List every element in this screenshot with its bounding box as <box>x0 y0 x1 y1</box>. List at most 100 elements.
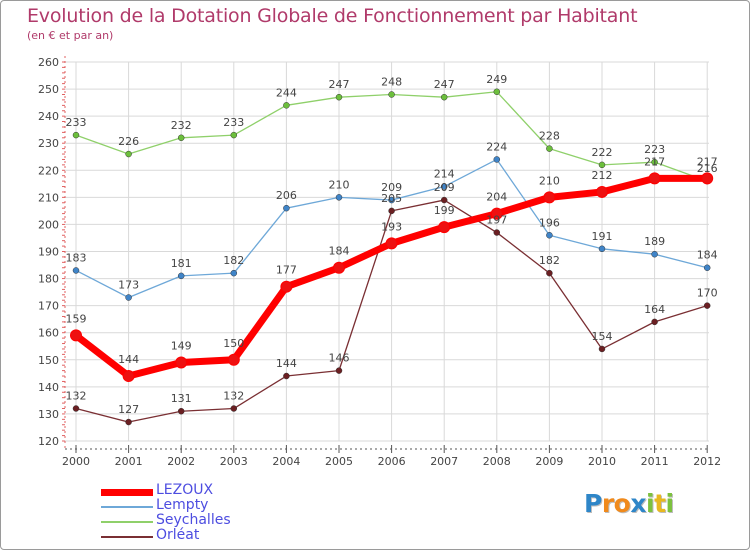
data-point <box>335 367 343 374</box>
data-label: 233 <box>223 116 244 129</box>
logo-letter: t <box>654 489 666 518</box>
data-label: 182 <box>539 254 560 267</box>
data-point <box>598 345 606 353</box>
data-label: 184 <box>329 245 350 258</box>
y-tick-label: 230 <box>38 137 59 150</box>
logo-letter: o <box>613 489 631 518</box>
data-point <box>440 183 448 190</box>
legend-swatch <box>101 521 153 523</box>
y-tick-label: 240 <box>38 110 59 123</box>
data-label: 127 <box>118 403 139 416</box>
data-point <box>125 418 132 426</box>
data-point <box>280 280 293 293</box>
data-label: 149 <box>171 339 192 352</box>
data-point <box>701 172 714 185</box>
data-label: 224 <box>486 140 507 153</box>
logo-letter: P <box>584 489 602 518</box>
data-point <box>598 245 606 253</box>
data-label: 196 <box>539 216 560 229</box>
data-point <box>125 150 132 158</box>
data-label: 206 <box>276 189 297 202</box>
data-label: 183 <box>66 251 87 264</box>
data-label: 233 <box>66 116 87 129</box>
data-point <box>70 329 82 342</box>
data-point <box>283 204 290 212</box>
data-point <box>175 356 188 369</box>
data-point <box>230 405 238 412</box>
data-point <box>72 267 80 274</box>
data-point <box>72 131 80 139</box>
data-label: 173 <box>118 279 139 292</box>
y-tick-label: 120 <box>38 435 59 448</box>
logo-letter: i <box>646 489 655 518</box>
data-label: 209 <box>381 181 402 194</box>
data-point <box>493 156 501 163</box>
data-labels-layer: 233 226 232 233 244 247 248 247 249 228 222 223 216 1… <box>66 73 718 416</box>
data-label: 210 <box>329 178 350 191</box>
data-label: 191 <box>592 230 613 243</box>
data-label: 146 <box>329 352 350 365</box>
legend-label: Lempty <box>156 497 209 513</box>
x-tick-label: 2002 <box>167 455 195 468</box>
data-label: 248 <box>381 75 402 88</box>
data-label: 132 <box>66 390 87 403</box>
data-label: 159 <box>66 312 87 325</box>
data-point <box>648 172 661 185</box>
y-tick-label: 210 <box>38 191 59 204</box>
x-tick-label: 2012 <box>693 455 721 468</box>
y-tick-label: 150 <box>38 354 59 367</box>
data-point <box>230 131 238 139</box>
data-label: 170 <box>697 287 718 300</box>
data-point <box>546 232 553 239</box>
data-label: 184 <box>697 249 718 262</box>
x-tick-label: 2001 <box>115 455 143 468</box>
data-point <box>493 229 501 236</box>
data-point <box>440 196 448 204</box>
data-label: 228 <box>539 130 560 143</box>
data-point <box>333 261 345 274</box>
x-tick-label: 2011 <box>641 455 669 468</box>
legend-label: Seychalles <box>156 512 231 528</box>
legend-label: LEZOUX <box>156 482 214 498</box>
data-point <box>335 194 343 201</box>
data-label: 217 <box>697 155 718 168</box>
data-point <box>651 158 658 166</box>
data-label: 199 <box>434 204 455 217</box>
y-tick-label: 200 <box>38 218 59 231</box>
data-point <box>598 161 606 169</box>
data-point <box>125 294 132 301</box>
y-tick-label: 140 <box>38 381 59 394</box>
data-label: 181 <box>171 257 192 270</box>
data-point <box>177 407 185 415</box>
proxiti-logo: Proxiti <box>584 489 674 518</box>
data-point <box>651 250 658 258</box>
data-label: 164 <box>644 303 665 316</box>
data-label: 210 <box>539 174 560 187</box>
data-point <box>177 134 185 142</box>
logo-letter: x <box>630 489 646 518</box>
data-point <box>385 237 398 250</box>
x-tick-label: 2000 <box>62 455 90 468</box>
data-point <box>177 272 185 280</box>
data-label: 226 <box>118 135 139 148</box>
data-point <box>546 145 553 152</box>
data-point <box>227 353 240 366</box>
data-label: 144 <box>276 357 297 370</box>
x-tick-label: 2009 <box>535 455 563 468</box>
x-tick-label: 2006 <box>378 455 406 468</box>
data-point <box>703 264 711 271</box>
legend-label: Orléat <box>156 527 200 543</box>
data-label: 154 <box>592 330 613 343</box>
y-tick-label: 190 <box>38 246 59 259</box>
data-label: 144 <box>118 353 139 366</box>
data-label: 189 <box>644 235 665 248</box>
data-point <box>440 93 448 101</box>
data-point <box>546 269 553 277</box>
data-point <box>438 221 451 234</box>
y-tick-label: 180 <box>38 273 59 286</box>
x-tick-label: 2008 <box>483 455 511 468</box>
data-label: 193 <box>381 220 402 233</box>
data-label: 212 <box>592 169 613 182</box>
y-tick-label: 160 <box>38 327 59 340</box>
